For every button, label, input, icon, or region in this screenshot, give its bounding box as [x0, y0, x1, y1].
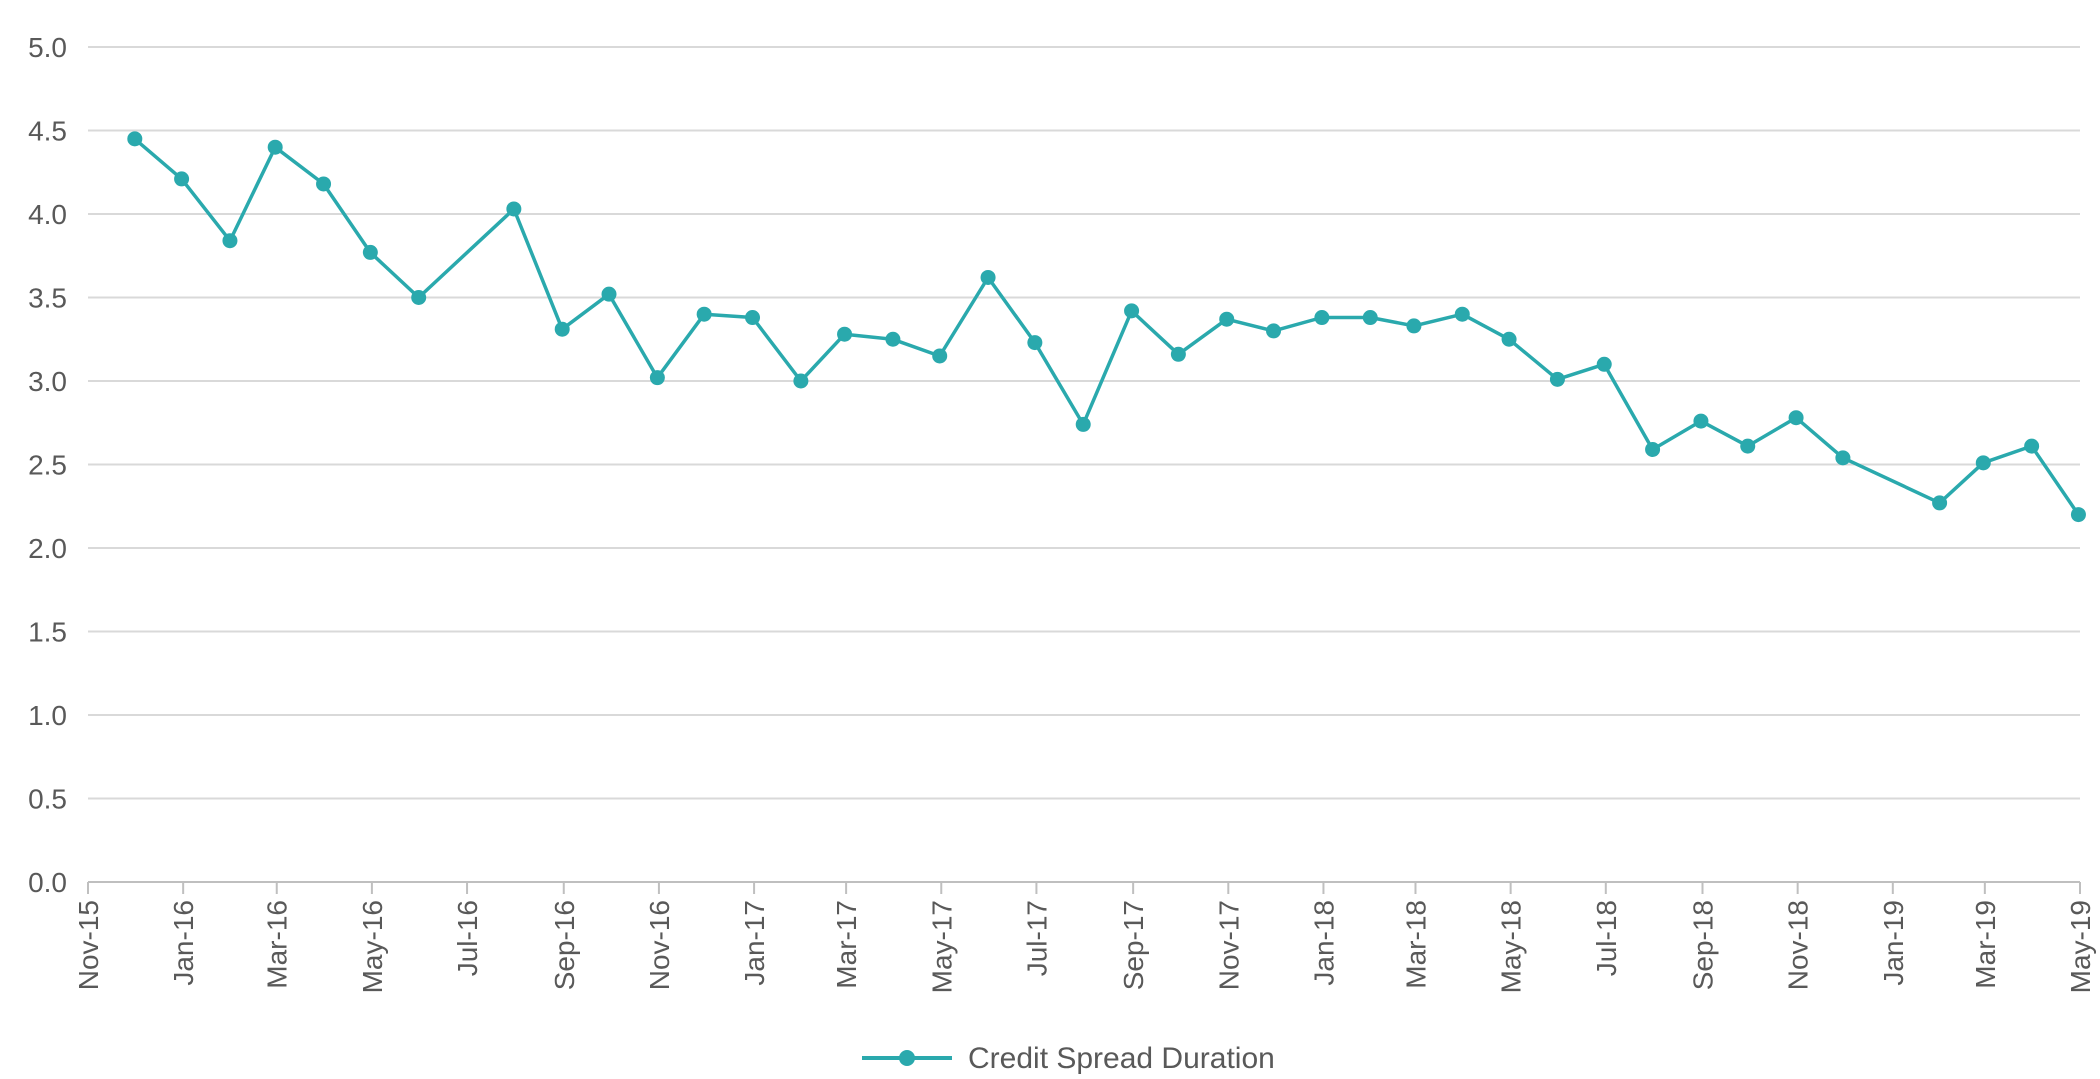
y-tick-label: 3.5 [28, 283, 67, 314]
x-tick-label: Mar-18 [1400, 900, 1431, 989]
data-point [174, 171, 190, 187]
x-tick-label: Mar-17 [831, 900, 862, 989]
data-point [1693, 413, 1709, 429]
data-point [1027, 335, 1043, 351]
data-point [2024, 438, 2040, 454]
x-tick-label: Jan-17 [739, 900, 770, 986]
x-tick-label: Jan-19 [1878, 900, 1909, 986]
x-tick-label: Mar-16 [262, 900, 293, 989]
x-tick-label: Nov-18 [1783, 900, 1814, 990]
x-tick-label: May-17 [926, 900, 957, 993]
data-point [127, 131, 143, 147]
data-point [980, 269, 996, 285]
data-point [1266, 323, 1282, 339]
legend-label: Credit Spread Duration [968, 1042, 1275, 1075]
series-line [133, 137, 2080, 516]
data-point [649, 370, 665, 386]
y-tick-label: 2.0 [28, 533, 67, 564]
data-point [1835, 450, 1851, 466]
data-point [1740, 438, 1756, 454]
x-tick-label: May-16 [357, 900, 388, 993]
data-point [1596, 356, 1612, 372]
y-tick-label: 1.0 [28, 700, 67, 731]
data-point [1124, 303, 1140, 319]
legend-marker-swatch [899, 1050, 915, 1066]
x-tick-label: Sep-16 [549, 900, 580, 990]
data-point [1219, 311, 1235, 327]
x-tick-label: Jul-16 [452, 900, 483, 976]
data-point [1454, 306, 1470, 322]
x-tick-label: May-19 [2065, 900, 2096, 993]
data-point [506, 201, 522, 217]
data-point [1314, 310, 1330, 326]
data-point [885, 331, 901, 347]
x-tick-label: Nov-17 [1213, 900, 1244, 990]
data-point [932, 348, 948, 364]
y-tick-label: 0.0 [28, 867, 67, 898]
series-credit-spread-duration [127, 131, 2086, 523]
x-axis-tick-labels: Nov-15 Jan-16 Mar-16 May-16 Jul-16 Sep-16 Nov-… [73, 900, 2096, 993]
y-tick-label: 4.0 [28, 199, 67, 230]
x-tick-label: Jan-16 [168, 900, 199, 986]
data-point [696, 306, 712, 322]
gridlines [87, 46, 2081, 894]
x-tick-label: Jul-17 [1021, 900, 1052, 976]
data-point [1501, 331, 1517, 347]
data-point [1932, 495, 1948, 511]
x-tick-label: Nov-15 [73, 900, 104, 990]
y-tick-label: 1.5 [28, 617, 67, 648]
x-tick-label: May-18 [1496, 900, 1527, 993]
data-point [1406, 318, 1422, 334]
data-point [1549, 371, 1565, 387]
data-point [745, 310, 761, 326]
data-point [1075, 416, 1091, 432]
data-point [316, 176, 332, 192]
data-point [1362, 310, 1378, 326]
y-tick-label: 3.0 [28, 366, 67, 397]
y-tick-label: 2.5 [28, 450, 67, 481]
y-tick-label: 0.5 [28, 784, 67, 815]
x-tick-label: Sep-17 [1118, 900, 1149, 990]
data-point [1975, 455, 1991, 471]
data-point [267, 139, 283, 155]
data-point [1170, 346, 1186, 362]
data-point [793, 373, 809, 389]
data-point [554, 321, 570, 337]
data-point [1645, 441, 1661, 457]
data-point [362, 244, 378, 260]
data-point [411, 290, 427, 305]
data-point [601, 286, 617, 302]
data-point [2070, 507, 2086, 523]
x-tick-label: Mar-19 [1970, 900, 2001, 989]
y-axis-tick-labels: 0.0 0.5 1.0 1.5 2.0 2.5 3.0 3.5 4.0 4.5 5.0 [28, 32, 67, 898]
data-point [222, 233, 238, 249]
y-tick-label: 5.0 [28, 32, 67, 63]
x-tick-label: Jul-18 [1591, 900, 1622, 976]
data-point [1788, 410, 1804, 426]
legend: Credit Spread Duration [862, 1042, 1275, 1075]
y-tick-label: 4.5 [28, 116, 67, 147]
x-tick-label: Nov-16 [644, 900, 675, 990]
x-tick-label: Jan-18 [1308, 900, 1339, 986]
data-point [837, 326, 853, 342]
x-tick-label: Sep-18 [1688, 900, 1719, 990]
